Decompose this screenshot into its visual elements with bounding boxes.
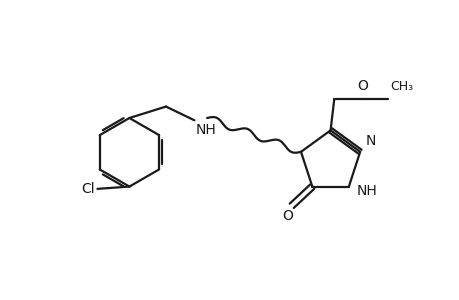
Text: O: O [356, 79, 367, 93]
Text: Cl: Cl [81, 182, 95, 196]
Text: O: O [282, 209, 293, 224]
Text: N: N [365, 134, 375, 148]
Text: CH₃: CH₃ [389, 80, 412, 93]
Text: NH: NH [356, 184, 377, 198]
Text: NH: NH [195, 123, 216, 136]
